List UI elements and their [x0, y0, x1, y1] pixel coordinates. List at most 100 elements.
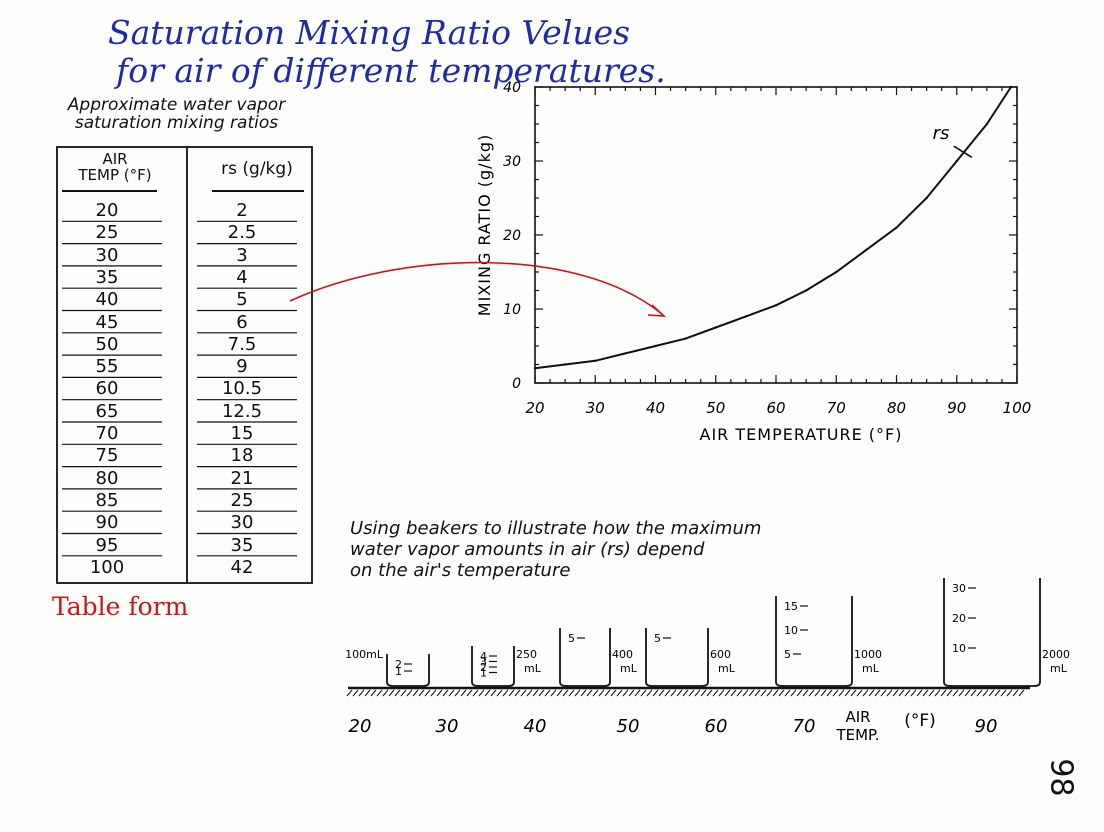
ground-hatch: [430, 689, 437, 697]
ground-hatch: [568, 689, 575, 697]
ground-hatch: [730, 689, 737, 697]
col-header-air-temp-line-2: TEMP (°F): [78, 166, 152, 184]
data-point: [1009, 85, 1013, 89]
ground-hatch: [532, 689, 539, 697]
table-row: 55 9: [52, 356, 314, 378]
ground-hatch: [868, 689, 875, 697]
ground-hatch: [862, 689, 869, 697]
data-point: [744, 315, 748, 318]
ground-hatch: [472, 689, 479, 697]
ground-hatch: [424, 689, 431, 697]
y-tick-label: 10: [503, 302, 521, 318]
ground-hatch: [886, 689, 893, 697]
table-cell-temp: 70: [95, 423, 119, 444]
ground-hatch: [604, 689, 611, 697]
y-axis-label: MIXING RATIO (g/kg): [475, 134, 494, 316]
beaker-volume-label: 250: [516, 648, 537, 661]
ground-hatch: [556, 689, 563, 697]
ground-hatch: [646, 689, 653, 697]
ground-hatch: [586, 689, 593, 697]
beaker-mark-label: 4: [480, 650, 487, 663]
table-cell-rs: 7.5: [227, 333, 257, 355]
ground-hatch: [676, 689, 683, 697]
ground-hatch: [976, 689, 983, 697]
ground-hatch: [1018, 689, 1025, 697]
ground-hatch: [964, 689, 971, 697]
ground-hatch: [856, 689, 863, 697]
beaker-mark-label: 5: [568, 632, 575, 645]
beaker-axis-title: AIR: [845, 708, 870, 726]
table-row: 25 2.5: [52, 222, 314, 244]
table-row: 65 12.5: [52, 401, 314, 423]
table-cell-rs: 2.5: [227, 222, 257, 244]
beaker: [775, 596, 853, 687]
beaker-volume-label: 600: [710, 648, 731, 661]
ground-hatch: [832, 689, 839, 697]
ground-hatch: [736, 689, 743, 697]
table-cell-temp: 100: [89, 556, 125, 578]
table-cell-temp: 55: [95, 356, 119, 378]
beaker-mark-label: 2: [480, 661, 487, 674]
table-cell-rs: 12.5: [221, 400, 263, 422]
table-cell-temp: 90: [95, 512, 119, 534]
ground-hatch: [820, 689, 827, 697]
data-point: [624, 352, 627, 355]
ground-hatch: [598, 689, 605, 697]
data-point: [955, 159, 958, 163]
table-frame: [56, 146, 313, 584]
red-arrow-connector: [289, 261, 667, 317]
beaker-mark-label: 10: [952, 642, 966, 655]
beaker-caption-line-1: Using beakers to illustrate how the maxi…: [350, 518, 762, 539]
y-tick-label: 0: [512, 376, 521, 392]
table-row: 95 35: [52, 535, 314, 557]
beaker-volume-label: 2000: [1042, 648, 1070, 661]
y-tick-label: 40: [503, 80, 521, 96]
beaker-mark-label: 1: [395, 665, 402, 678]
ground-hatch: [802, 689, 809, 697]
table-row: 100 42: [52, 557, 314, 579]
beaker-volume-label: 100mL: [345, 648, 384, 661]
ground-hatch: [718, 689, 725, 697]
ground-hatch: [898, 689, 905, 697]
ground-hatch: [892, 689, 899, 697]
table-cell-rs: 42: [230, 556, 254, 578]
ground-hatch: [940, 689, 947, 697]
x-axis-label: AIR TEMPERATURE (°F): [700, 425, 903, 444]
table-row: 85 25: [52, 490, 314, 512]
table-cell-temp: 80: [95, 467, 119, 489]
ground-hatch: [784, 689, 791, 697]
ground-hatch: [502, 689, 509, 697]
ground-hatch: [544, 689, 551, 697]
table-cell-rs: 35: [230, 534, 254, 556]
ground-hatch: [460, 689, 467, 697]
table-cell-rs: 10.5: [221, 378, 263, 400]
data-point: [835, 270, 838, 274]
data-point: [804, 289, 808, 292]
ground-hatch: [910, 689, 917, 697]
beaker: [645, 628, 709, 687]
beaker-mark-label: 2: [395, 658, 402, 671]
col-header-air-temp: AIR TEMP (°F): [60, 151, 170, 183]
ground-hatch: [466, 689, 473, 697]
ground-hatch: [778, 689, 785, 697]
beaker: [943, 578, 1041, 687]
ground-hatch: [694, 689, 701, 697]
curve-label: rs: [933, 123, 950, 144]
table-cell-temp: 20: [95, 200, 119, 221]
beaker-volume-unit: mL: [862, 662, 880, 675]
ground-hatch: [706, 689, 713, 697]
ground-hatch: [496, 689, 503, 697]
ground-hatch: [724, 689, 731, 697]
table-cell-temp: 35: [95, 266, 119, 288]
table-cell-rs: 30: [230, 512, 254, 534]
ground-hatch: [796, 689, 803, 697]
ground-hatch: [682, 689, 689, 697]
ground-hatch: [826, 689, 833, 697]
table-cell-rs: 3: [236, 244, 248, 266]
ground-hatch: [634, 689, 641, 697]
beaker-mark-label: 10: [784, 624, 798, 637]
data-point: [654, 344, 657, 348]
beaker-volume-unit: mL: [1050, 662, 1068, 675]
x-tick-label: 60: [766, 399, 785, 417]
title-line-2: for air of different temperatures.: [116, 51, 666, 90]
